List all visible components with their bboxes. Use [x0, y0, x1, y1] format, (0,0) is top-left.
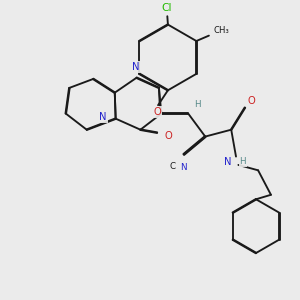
Text: O: O	[164, 131, 172, 141]
Text: N: N	[224, 157, 231, 167]
Text: C: C	[169, 162, 176, 171]
Text: H: H	[239, 158, 246, 166]
Text: N: N	[181, 164, 187, 172]
Text: Cl: Cl	[161, 3, 172, 13]
Text: O: O	[154, 107, 161, 117]
Text: CH₃: CH₃	[214, 26, 230, 35]
Text: O: O	[248, 96, 255, 106]
Text: H: H	[194, 100, 201, 109]
Text: N: N	[132, 62, 139, 72]
Text: N: N	[99, 112, 107, 122]
